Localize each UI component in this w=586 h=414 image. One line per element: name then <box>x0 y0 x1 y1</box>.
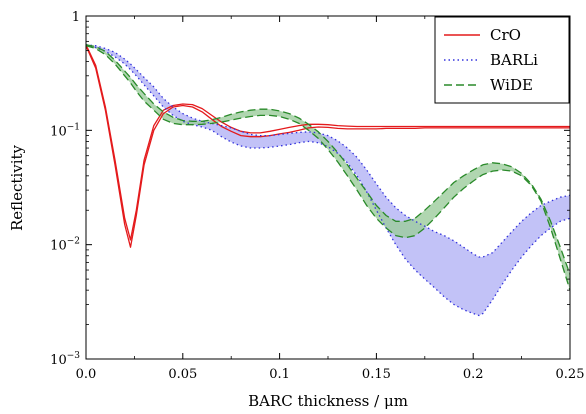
legend: CrO BARLi WiDE <box>434 16 570 104</box>
x-tick-label: 0.0 <box>76 367 97 382</box>
y-axis-label: Reflectivity <box>8 144 26 231</box>
series-line-2-upper <box>85 44 571 275</box>
legend-label-1: BARLi <box>490 51 538 69</box>
series-lines <box>85 44 571 317</box>
x-axis: 0.0 0.05 0.1 0.15 0.2 0.25 <box>76 16 585 382</box>
x-tick-label: 0.05 <box>168 367 197 382</box>
x-tick-label: 0.1 <box>269 367 290 382</box>
y-axis: 10−3 10−2 10−1 1 <box>50 10 570 368</box>
series-line-2-lower <box>85 45 571 291</box>
x-tick-label: 0.2 <box>463 367 484 382</box>
y-tick-label: 10−3 <box>50 351 80 368</box>
legend-box <box>434 16 570 104</box>
series-line-0-lower <box>85 45 570 248</box>
legend-label-2: WiDE <box>490 76 533 94</box>
y-tick-label: 10−2 <box>50 237 80 254</box>
legend-label-0: CrO <box>490 26 521 44</box>
series-line-0-upper <box>85 44 570 241</box>
y-tick-label: 1 <box>72 10 80 25</box>
series-band-1 <box>86 44 570 316</box>
x-tick-label: 0.15 <box>362 367 391 382</box>
x-tick-label: 0.25 <box>556 367 585 382</box>
series-line-1-upper <box>85 44 571 258</box>
y-tick-label: 10−1 <box>50 122 80 139</box>
series-bands <box>86 44 570 316</box>
x-axis-label: BARC thickness / μm <box>248 392 408 410</box>
